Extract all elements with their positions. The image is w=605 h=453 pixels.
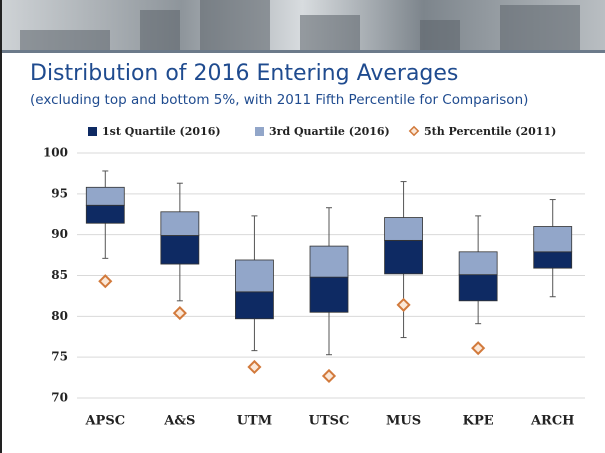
- box-upper: [235, 259, 274, 293]
- legend-label: 3rd Quartile (2016): [269, 125, 390, 138]
- box-lower: [309, 276, 349, 313]
- box-upper: [384, 217, 423, 241]
- legend-label: 5th Percentile (2011): [424, 125, 556, 138]
- x-tick-label: UTM: [237, 414, 272, 429]
- box-upper: [458, 251, 498, 276]
- percentile-marker: [247, 359, 262, 375]
- legend-label: 1st Quartile (2016): [102, 125, 221, 138]
- percentile-marker: [321, 368, 337, 384]
- x-tick-label: ARCH: [530, 414, 575, 429]
- box-lower: [458, 274, 498, 302]
- y-tick-label: 80: [51, 309, 68, 323]
- percentile-marker: [98, 274, 113, 289]
- box-lower: [384, 239, 423, 275]
- y-tick-label: 95: [51, 186, 68, 200]
- header-buildings: [20, 0, 580, 50]
- x-tick-label: UTSC: [309, 414, 350, 429]
- y-tick-label: 75: [51, 350, 68, 364]
- y-tick-label: 100: [43, 146, 68, 160]
- legend-swatch: [88, 127, 97, 136]
- box-lower: [85, 204, 125, 224]
- x-tick-label: KPE: [463, 414, 494, 429]
- y-tick-label: 90: [51, 227, 68, 241]
- chart-title: Distribution of 2016 Entering Averages: [30, 61, 458, 86]
- percentile-marker: [471, 341, 486, 356]
- y-tick-label: 70: [51, 391, 68, 405]
- x-tick-label: APSC: [84, 414, 125, 429]
- box-upper: [160, 211, 200, 236]
- x-tick-label: A&S: [163, 414, 195, 429]
- legend-swatch: [255, 127, 264, 136]
- chart-subtitle: (excluding top and bottom 5%, with 2011 …: [30, 92, 528, 108]
- y-tick-label: 85: [51, 268, 68, 282]
- box-lower: [160, 235, 200, 265]
- box-upper: [309, 245, 349, 278]
- header-rule: [0, 50, 605, 53]
- x-tick-label: MUS: [386, 414, 421, 429]
- left-border: [0, 0, 2, 453]
- box-lower: [235, 291, 274, 320]
- percentile-marker: [172, 305, 187, 321]
- percentile-marker: [396, 297, 411, 312]
- box-upper: [85, 186, 125, 206]
- legend-marker: [408, 125, 420, 137]
- box-upper: [533, 226, 573, 253]
- box-lower: [533, 251, 573, 269]
